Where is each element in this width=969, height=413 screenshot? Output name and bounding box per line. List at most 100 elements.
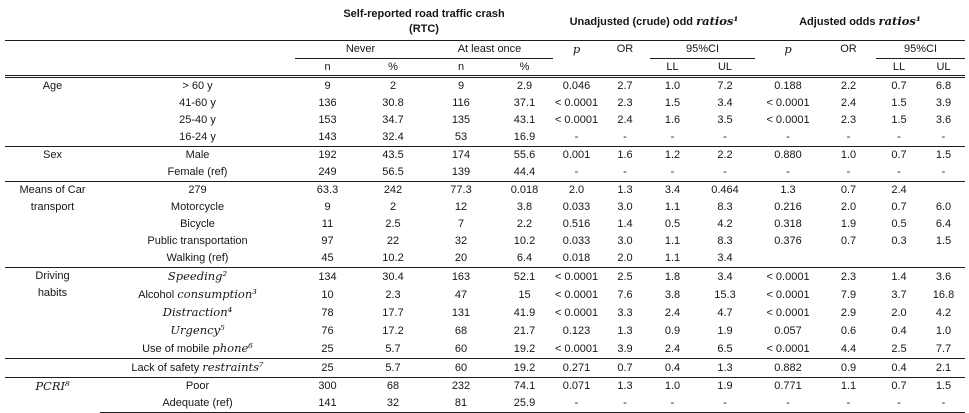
row-label: Distraction⁴ bbox=[100, 304, 295, 322]
value-cell: 2.3 bbox=[840, 114, 857, 126]
value-cell: 232 bbox=[426, 377, 496, 395]
value-cell: 16.8 bbox=[932, 288, 955, 301]
header-spacer bbox=[553, 58, 600, 78]
text: Male bbox=[185, 149, 210, 161]
value-cell: 0.880 bbox=[755, 146, 821, 164]
value-cell: 68 bbox=[360, 377, 426, 395]
header-adjusted: Adjusted odds ratios¹ bbox=[755, 4, 966, 41]
value-cell: 131 bbox=[451, 306, 471, 319]
value-cell: 1.0 bbox=[650, 377, 695, 395]
value-cell: 3.9 bbox=[935, 97, 952, 109]
value-cell: 2.4 bbox=[664, 306, 681, 319]
value-cell: 4.4 bbox=[840, 342, 857, 355]
value-cell: 7.6 bbox=[617, 288, 633, 301]
value-cell: 2 bbox=[389, 80, 397, 92]
value-cell: 0.7 bbox=[840, 235, 857, 247]
value-cell: 52.1 bbox=[496, 267, 553, 286]
group-label-line: transport bbox=[5, 199, 100, 216]
value-cell: - bbox=[723, 166, 727, 178]
row-label: 279 bbox=[100, 181, 295, 199]
value-cell: 2.0 bbox=[617, 252, 633, 264]
value-cell: 135 bbox=[451, 114, 471, 126]
value-cell: 30.8 bbox=[382, 97, 404, 109]
value-cell: 43.1 bbox=[513, 114, 536, 126]
value-cell: 68 bbox=[454, 324, 468, 337]
header-ul-unadjusted: UL bbox=[695, 58, 755, 78]
table-row: Use of mobile phone⁶ 25 5.7 60 19.2 < 0.0001 3… bbox=[5, 340, 965, 359]
header-or-adjusted: OR bbox=[840, 43, 857, 56]
value-cell: - bbox=[574, 166, 579, 178]
value-cell bbox=[922, 250, 965, 268]
text: Lack of safety bbox=[131, 362, 203, 374]
value-cell: 0.033 bbox=[562, 201, 591, 213]
value-cell: 1.5 bbox=[891, 97, 907, 109]
value-cell: 1.1 bbox=[664, 201, 681, 213]
value-cell: 2.2 bbox=[840, 80, 857, 92]
value-cell: 1.5 bbox=[935, 235, 952, 247]
value-cell: 0.7 bbox=[600, 358, 650, 378]
value-cell: 134 bbox=[295, 267, 360, 286]
value-cell: 2.4 bbox=[664, 342, 681, 355]
header-rtc: Self-reported road traffic crash (RTC) bbox=[295, 4, 553, 41]
value-cell: 143 bbox=[318, 131, 337, 143]
value-cell: 1.5 bbox=[922, 146, 966, 164]
value-cell: 11 bbox=[321, 218, 334, 230]
header-spacer bbox=[5, 4, 295, 41]
header-ci-unadjusted: 95%CI bbox=[650, 40, 755, 59]
table-row: 16-24 y 143 32.4 53 16.9 - - - - - - - - bbox=[5, 129, 965, 147]
value-cell: 4.2 bbox=[717, 218, 733, 230]
header-ll-unadjusted: LL bbox=[650, 58, 695, 78]
header-at-least-once: At least once bbox=[426, 40, 553, 59]
value-cell: < 0.0001 bbox=[554, 306, 599, 319]
value-cell: 0.7 bbox=[891, 80, 907, 92]
value-cell: 3.4 bbox=[717, 252, 733, 264]
italic-text: ratios¹ bbox=[696, 14, 739, 28]
value-cell: 2.4 bbox=[617, 114, 633, 126]
value-cell: 3.4 bbox=[717, 97, 733, 109]
value-cell: 1.9 bbox=[840, 218, 857, 230]
value-cell: 0.7 bbox=[891, 201, 907, 213]
text: Bicycle bbox=[180, 218, 215, 230]
value-cell: 2.5 bbox=[891, 342, 907, 355]
table-body: Age > 60 y 9 2 9 2.9 0.046 2.7 1.0 7.2 0.188 2.2 0.7… bbox=[5, 77, 966, 413]
value-cell: < 0.0001 bbox=[554, 288, 599, 301]
value-cell: - bbox=[941, 131, 946, 143]
value-cell: - bbox=[876, 395, 922, 413]
group-label: Sex bbox=[5, 146, 100, 182]
value-cell: 77.3 bbox=[426, 181, 496, 199]
group-label-line: PCRI⁸ bbox=[5, 379, 100, 396]
value-cell: 25 bbox=[295, 358, 360, 378]
row-label: Bicycle bbox=[100, 216, 295, 233]
row-label: Alcohol consumption³ bbox=[100, 286, 295, 304]
value-cell: 3.4 bbox=[650, 181, 695, 199]
group-label-line: Age bbox=[5, 78, 100, 95]
group-label-line: Means of Car bbox=[5, 183, 100, 200]
value-cell: 47 bbox=[454, 288, 468, 301]
group-label: PCRI⁸ bbox=[5, 377, 100, 413]
value-cell: 0.4 bbox=[650, 358, 695, 378]
row-label: 25-40 y bbox=[100, 112, 295, 129]
italic-text: PCRI⁸ bbox=[35, 379, 70, 393]
table-row: Age > 60 y 9 2 9 2.9 0.046 2.7 1.0 7.2 0.188 2.2 0.7… bbox=[5, 77, 965, 96]
value-cell: 1.0 bbox=[821, 146, 876, 164]
value-cell: 0.5 bbox=[891, 218, 907, 230]
header-never: Never bbox=[295, 40, 426, 59]
value-cell: 0.001 bbox=[553, 146, 600, 164]
text: Driving bbox=[35, 270, 70, 282]
value-cell: - bbox=[897, 131, 901, 143]
value-cell: 0.9 bbox=[821, 358, 876, 378]
value-cell: 0.4 bbox=[891, 324, 907, 337]
value-cell: 3.9 bbox=[617, 342, 633, 355]
value-cell: < 0.0001 bbox=[766, 97, 810, 109]
header-sub-row: Never At least once p OR 95%CI p OR 95%C… bbox=[5, 40, 966, 59]
header-or-unadjusted: OR bbox=[616, 43, 634, 56]
value-cell: 3.5 bbox=[717, 114, 733, 126]
text: Adequate (ref) bbox=[162, 397, 233, 409]
value-cell: 32.4 bbox=[382, 131, 404, 143]
value-cell: 139 bbox=[451, 166, 471, 178]
table-row: 25-40 y 153 34.7 135 43.1 < 0.0001 2.4 1.6 3.5 < … bbox=[5, 112, 965, 129]
value-cell: 25.9 bbox=[496, 395, 553, 413]
value-cell: 2.2 bbox=[516, 218, 533, 230]
value-cell: 2.4 bbox=[876, 181, 922, 199]
header-pct-once: % bbox=[496, 58, 553, 78]
